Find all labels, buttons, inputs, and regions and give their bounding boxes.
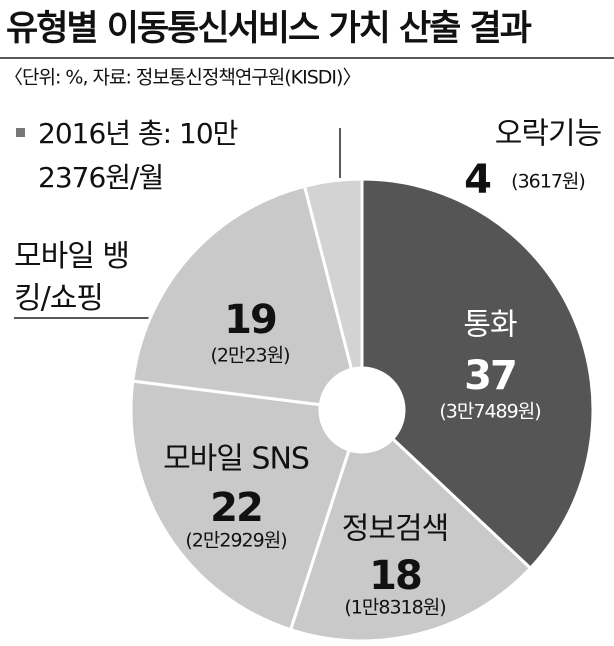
amount-label: (1만8318원) [344, 597, 445, 619]
amount-label: (2만23원) [210, 345, 289, 367]
donut-slice [302, 177, 364, 372]
category-label: 모바일 SNS [163, 442, 309, 477]
note-bullet [16, 128, 25, 137]
value-label: 22 [210, 485, 262, 531]
amount-label: (3만7489원) [439, 401, 540, 423]
donut-slice [288, 436, 533, 643]
donut-slice [129, 379, 351, 632]
value-label: 19 [224, 297, 276, 343]
chart-subtitle: 〈단위: %, 자료: 정보통신정책연구원(KISDI)〉 [4, 67, 360, 89]
donut-slice [131, 184, 354, 407]
value-label: 18 [369, 553, 421, 599]
note-text: 2016년 총: 10만2376원/월 [38, 117, 238, 194]
category-label: 정보검색 [342, 512, 448, 547]
amount-label: (3617원) [511, 171, 585, 193]
category-label: 통화 [463, 308, 517, 343]
amount-label: (2만2929원) [185, 530, 286, 552]
note: 2016년 총: 10만2376원/월 [38, 112, 253, 200]
chart-title: 유형별 이동통신서비스 가치 산출 결과 [6, 9, 532, 49]
category-label: 오락기능 [495, 117, 602, 152]
value-label: 4 [464, 157, 490, 203]
category-label: 모바일 뱅킹/쇼핑 [14, 239, 130, 316]
donut-slice [360, 177, 595, 571]
value-label: 37 [464, 353, 516, 399]
